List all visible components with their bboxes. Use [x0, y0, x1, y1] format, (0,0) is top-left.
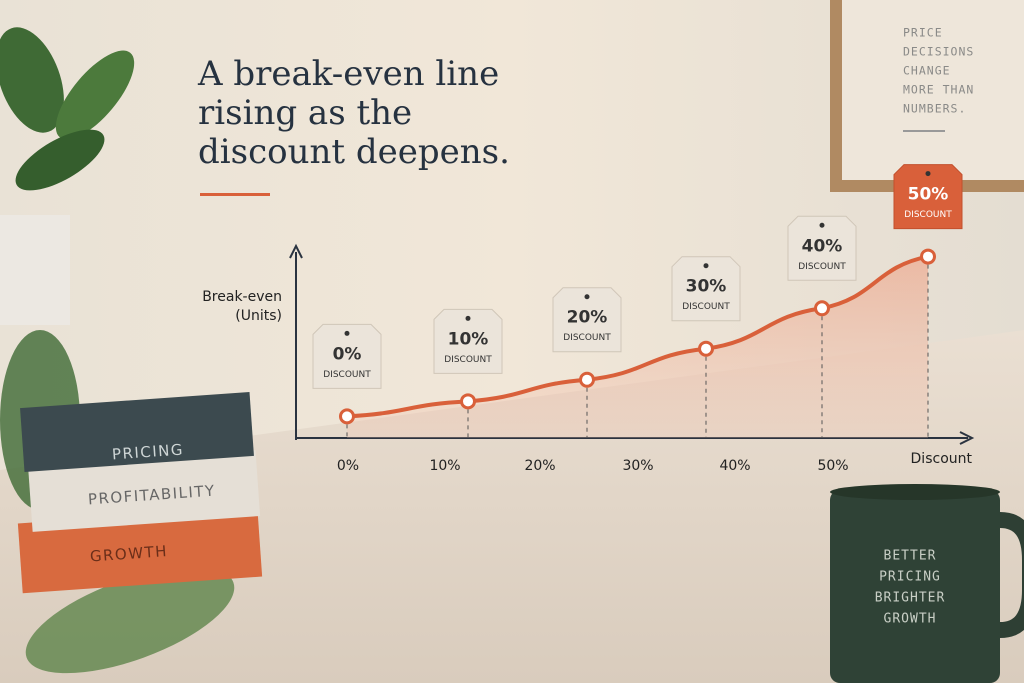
note-rule	[903, 130, 945, 132]
mug-text: BETTER	[884, 549, 937, 564]
mug-text: GROWTH	[884, 612, 937, 627]
price-tag	[433, 308, 503, 374]
side-note: MORE THAN	[903, 83, 974, 97]
tag-hole	[344, 330, 350, 336]
side-note: DECISIONS	[903, 45, 974, 59]
tag-caption: DISCOUNT	[323, 370, 371, 380]
y-axis-label: Break-even	[202, 289, 282, 305]
tag-hole	[703, 263, 709, 269]
point	[579, 371, 595, 388]
line	[345, 254, 930, 419]
tag-hole	[925, 171, 931, 177]
y-axis-label: (Units)	[235, 308, 282, 324]
tag-caption: DISCOUNT	[682, 302, 730, 312]
chart: Break-even (Units) Discount 0% 10% 20% 30% 4…	[202, 164, 975, 474]
price-tag	[787, 215, 857, 281]
tag-value: 30%	[686, 277, 727, 297]
tag-caption: DISCOUNT	[563, 333, 611, 343]
price-tag	[552, 287, 622, 353]
x-tick-label: 30%	[622, 458, 653, 474]
point	[920, 248, 936, 265]
price-tag	[671, 256, 741, 322]
point	[460, 393, 476, 410]
title-line: discount deepens.	[198, 132, 510, 172]
tag-value: 20%	[567, 308, 608, 328]
tag-value: 10%	[448, 329, 489, 349]
x-tick-label: 0%	[337, 458, 359, 474]
tag-value: 50%	[908, 185, 949, 205]
tag-caption: DISCOUNT	[904, 210, 952, 220]
frame-inner	[842, 0, 1024, 180]
plant	[0, 27, 235, 674]
side-note: PRICE	[903, 26, 943, 40]
mug	[830, 484, 1024, 683]
x-tick-label: 20%	[524, 458, 555, 474]
y-axis-arrow	[289, 243, 303, 259]
x-tick-label: 50%	[817, 458, 848, 474]
tag-caption: DISCOUNT	[798, 262, 846, 272]
x-tick-label: 10%	[429, 458, 460, 474]
price-tag	[893, 164, 963, 230]
area	[347, 256, 928, 438]
tag-caption: DISCOUNT	[444, 355, 492, 365]
x-tick-label: 40%	[719, 458, 750, 474]
books: PRICING PROFITABILITY GROWTH	[17, 392, 263, 594]
title-rule	[200, 193, 270, 196]
x-axis-label: Discount	[911, 451, 973, 467]
x-axis-arrow	[959, 431, 975, 445]
tag-value: 0%	[333, 344, 362, 364]
title-line: A break-even line	[197, 54, 499, 94]
tag-hole	[584, 294, 590, 300]
side-note: NUMBERS.	[903, 102, 966, 116]
book-title: GROWTH	[89, 542, 168, 565]
tag-value: 40%	[802, 236, 843, 256]
point	[339, 408, 355, 425]
tag-hole	[819, 222, 825, 228]
point	[698, 340, 714, 357]
title-line: rising as the	[198, 93, 412, 133]
mug-text: PRICING	[879, 570, 941, 585]
price-tag	[312, 323, 382, 389]
tag-hole	[465, 315, 471, 321]
point	[814, 300, 830, 317]
book-title: PRICING	[111, 440, 184, 463]
side-note: CHANGE	[903, 64, 951, 78]
mug-text: BRIGHTER	[875, 591, 946, 606]
